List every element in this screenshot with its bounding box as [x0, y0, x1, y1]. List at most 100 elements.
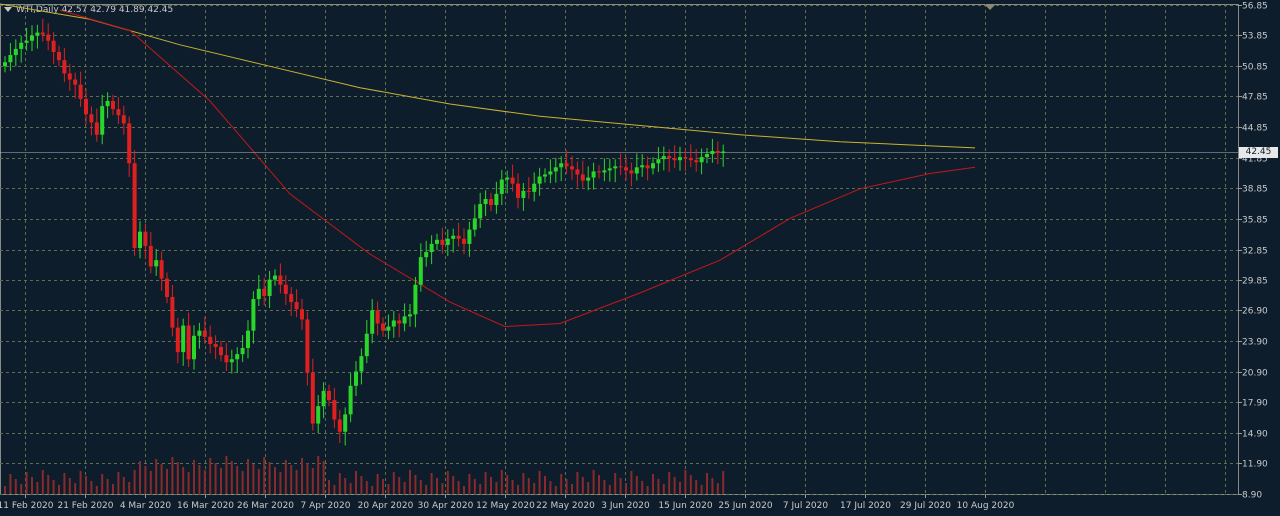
candle-body: [386, 326, 391, 331]
y-tick-label: 53.85: [1242, 32, 1268, 42]
candle-body: [359, 356, 364, 372]
candle-body: [148, 245, 153, 267]
volume-bar: [128, 482, 131, 494]
volume-bar: [106, 479, 109, 494]
candle-body: [94, 122, 99, 135]
candle-body: [165, 278, 169, 297]
candle-body: [472, 218, 477, 230]
candle-body: [154, 260, 159, 267]
candle-body: [84, 98, 88, 115]
candle-body: [370, 310, 375, 334]
candle-body: [111, 100, 115, 110]
volume-bar: [706, 473, 708, 494]
candle-body: [337, 419, 342, 432]
volume-bar: [122, 477, 125, 494]
volume-bar: [198, 465, 201, 494]
volume-bar: [538, 471, 541, 494]
volume-bar: [452, 476, 455, 494]
y-tick-label: 44.85: [1242, 124, 1268, 134]
candle-body: [30, 35, 34, 41]
candle-body: [607, 168, 612, 171]
volume-bar: [133, 470, 136, 494]
volume-bar: [522, 473, 525, 494]
candle-body: [294, 302, 299, 310]
volume-bar: [68, 478, 71, 494]
volume-bar: [236, 466, 239, 494]
candle-body: [46, 34, 51, 41]
volume-bar: [31, 477, 33, 494]
candle-body: [699, 157, 704, 163]
volume-bar: [689, 475, 692, 494]
candle-body: [586, 177, 591, 181]
volume-bar: [301, 458, 303, 494]
candle-body: [8, 55, 13, 63]
volume-bar: [614, 473, 617, 494]
volume-bar: [533, 483, 536, 494]
volume-bar: [619, 478, 622, 494]
volume-bar: [171, 457, 174, 494]
volume-bar: [117, 472, 120, 494]
volume-bar: [322, 461, 325, 494]
volume-bar: [457, 481, 460, 494]
candle-body: [321, 390, 326, 407]
volume-bar: [139, 461, 141, 494]
volume-bar: [700, 485, 703, 494]
volume-bar: [247, 459, 249, 494]
ohlc-values: 42.57 42.79 41.89 42.45: [61, 5, 174, 15]
volume-bar: [52, 480, 55, 494]
volume-bar: [598, 475, 600, 494]
candle-body: [57, 51, 61, 61]
candle-body: [645, 165, 650, 169]
volume-bar: [630, 471, 633, 494]
candle-body: [219, 347, 223, 356]
dropdown-triangle-icon[interactable]: [4, 7, 12, 12]
volume-bar: [25, 472, 28, 494]
candle-body: [256, 288, 261, 300]
volume-layer: [4, 456, 725, 494]
x-tick-label: 15 Jun 2020: [658, 501, 712, 511]
candle-body: [429, 243, 434, 253]
candle-body: [559, 163, 564, 168]
candle-body: [170, 296, 175, 328]
candle-body: [391, 320, 396, 327]
candle-body: [721, 151, 726, 154]
candle-body: [618, 166, 623, 168]
volume-bar: [695, 480, 698, 494]
candle-body: [424, 252, 429, 258]
candle-body: [240, 348, 245, 355]
volume-bar: [187, 472, 190, 494]
candle-layer: [3, 18, 726, 446]
candle-body: [445, 238, 450, 245]
candle-body: [629, 170, 634, 174]
candle-body: [667, 156, 672, 159]
y-tick-label: 41.85: [1242, 155, 1268, 165]
candle-body: [3, 62, 7, 67]
volume-bar: [479, 484, 482, 494]
candle-body: [710, 151, 715, 155]
candle-body: [451, 235, 456, 239]
candle-body: [661, 156, 666, 160]
candle-body: [656, 159, 661, 164]
volume-bar: [500, 470, 503, 494]
candle-body: [651, 163, 655, 169]
volume-bar: [554, 486, 557, 494]
candle-body: [634, 167, 639, 174]
candle-body: [526, 190, 531, 192]
candle-body: [570, 166, 574, 170]
x-tick-label: 7 Apr 2020: [301, 501, 351, 511]
plot-frame: [0, 4, 1239, 495]
candle-body: [116, 109, 121, 116]
candle-body: [348, 385, 353, 415]
volume-bar: [473, 479, 476, 494]
volume-bar: [722, 471, 725, 494]
x-tick-label: 7 Jul 2020: [783, 501, 828, 511]
candle-body: [19, 42, 24, 49]
candle-body: [602, 170, 607, 173]
candle-body: [494, 193, 499, 206]
volume-bar: [166, 469, 168, 494]
x-tick-label: 22 May 2020: [536, 501, 595, 511]
candle-body: [62, 60, 67, 74]
candle-body: [456, 235, 461, 239]
candle-body: [375, 310, 380, 324]
